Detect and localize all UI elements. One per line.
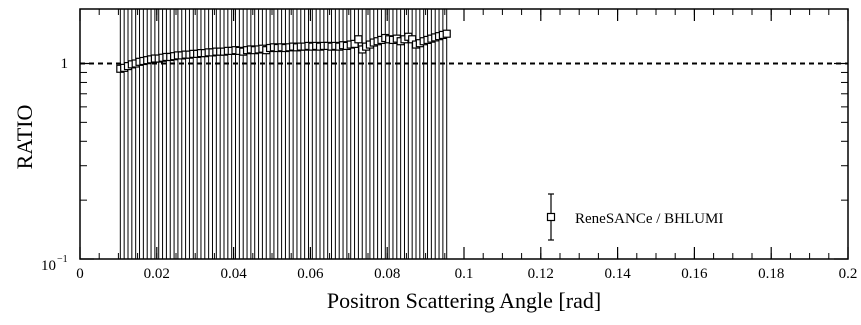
x-tick-label: 0.06 <box>297 266 324 282</box>
x-tick-label: 0.18 <box>758 266 784 282</box>
y-axis-title: RATIO <box>12 105 37 170</box>
y-tick-label-1: 1 <box>61 56 69 72</box>
x-tick-label: 0.1 <box>455 266 474 282</box>
y-tick-label-0.1: 10 <box>41 258 56 274</box>
x-tick-label: 0.16 <box>681 266 708 282</box>
x-tick-label: 0 <box>76 266 84 282</box>
data-point <box>354 35 363 44</box>
x-tick-label: 0.2 <box>839 266 858 282</box>
plot-frame <box>79 8 849 260</box>
y-axis-ticks <box>80 62 848 260</box>
x-axis-title: Positron Scattering Angle [rad] <box>327 288 601 313</box>
x-tick-label: 0.14 <box>604 266 631 282</box>
x-tick-label: 0.08 <box>374 266 400 282</box>
legend: ReneSANCe / BHLUMI <box>546 193 723 241</box>
y-tick-label-0.1-exponent: −1 <box>57 254 68 265</box>
data-points <box>116 29 451 73</box>
data-point <box>442 29 451 38</box>
x-tick-label: 0.04 <box>220 266 247 282</box>
x-tick-label: 0.02 <box>144 266 170 282</box>
legend-label: ReneSANCe / BHLUMI <box>575 211 723 227</box>
x-tick-label: 0.12 <box>528 266 554 282</box>
error-bars <box>119 9 448 259</box>
legend-marker-icon <box>546 212 556 222</box>
x-axis-ticks: 0 0.02 0.04 0.06 0.08 0.1 0.12 0.14 0.16 0.18 0.2 <box>76 9 857 282</box>
